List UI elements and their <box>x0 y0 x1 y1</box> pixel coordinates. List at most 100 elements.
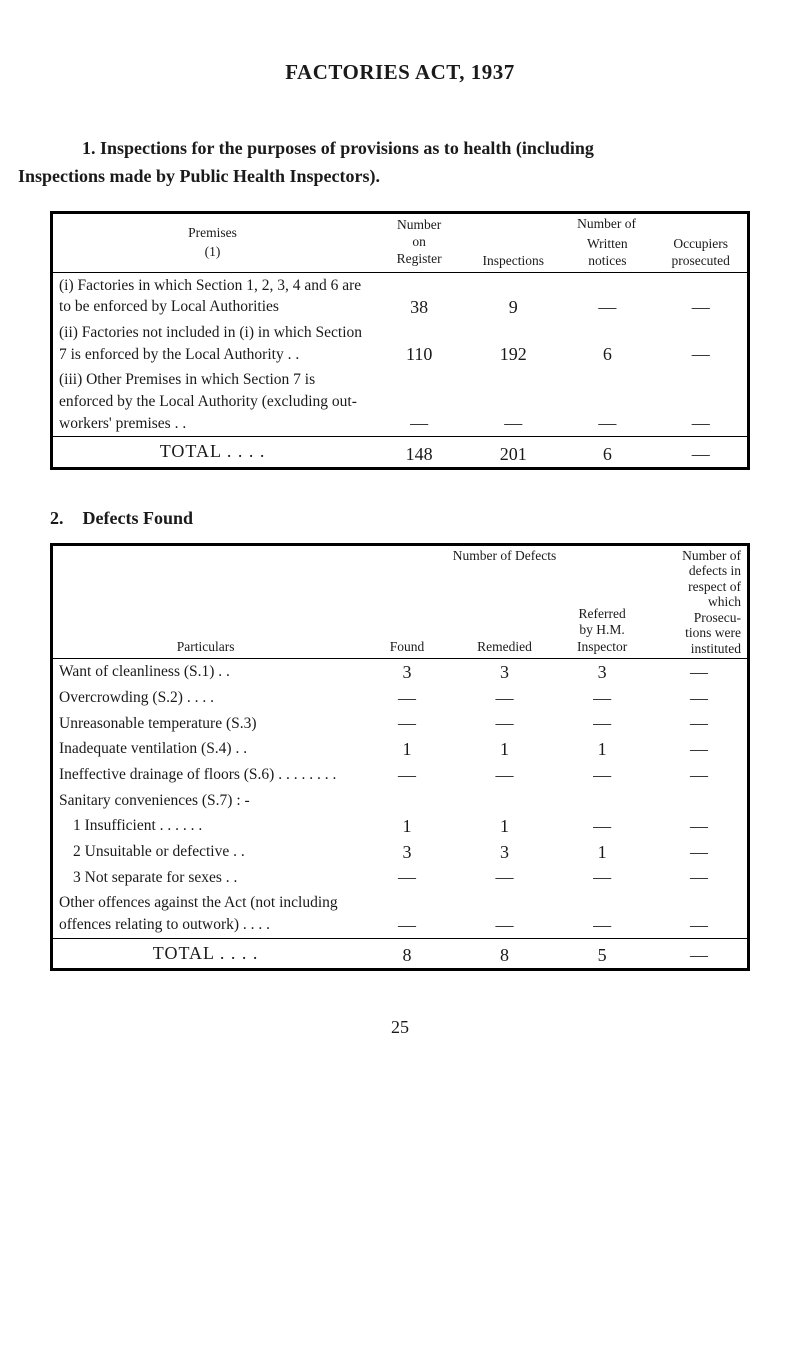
total-label: TOTAL . . . . <box>52 938 359 969</box>
cell-value: 1 <box>553 839 651 865</box>
col-register: Number on Register <box>372 212 466 272</box>
cell-value <box>553 788 651 814</box>
cell-value: — <box>553 813 651 839</box>
row-label: 1 Insufficient . . . . . . <box>52 813 359 839</box>
cell-value: — <box>553 865 651 891</box>
cell-value: 8 <box>456 938 554 969</box>
col4-e: Prosecu- <box>694 610 741 625</box>
col-occupiers-a: Occupiers <box>673 236 728 251</box>
table-row: Sanitary conveniences (S.7) : - <box>52 788 749 814</box>
cell-value: — <box>654 320 748 367</box>
table-row: 2 Unsuitable or defective . . 3 3 1 — <box>52 839 749 865</box>
col-found: Found <box>358 576 456 658</box>
cell-value: 1 <box>456 813 554 839</box>
table-header-row: Particulars Number of Defects Number of … <box>52 544 749 576</box>
cell-value: — <box>651 865 749 891</box>
col-premises-a: Premises <box>188 225 237 240</box>
cell-value: — <box>553 711 651 737</box>
cell-value: 3 <box>358 839 456 865</box>
table-row: 1 Insufficient . . . . . . 1 1 — — <box>52 813 749 839</box>
col-written-a: Written <box>587 236 628 251</box>
cell-value: — <box>560 272 654 320</box>
cell-value: — <box>358 890 456 938</box>
cell-value: — <box>358 762 456 788</box>
table-row: Inadequate ventilation (S.4) . . 1 1 1 — <box>52 736 749 762</box>
cell-value: 192 <box>466 320 560 367</box>
cell-value: 3 <box>456 659 554 685</box>
cell-value: 6 <box>560 320 654 367</box>
table-row: Ineffective drainage of floors (S.6) . .… <box>52 762 749 788</box>
cell-value: — <box>553 685 651 711</box>
row-label: 3 Not separate for sexes . . <box>52 865 359 891</box>
cell-value: — <box>456 762 554 788</box>
col-written: Written notices <box>560 234 654 272</box>
inspections-table: Premises (1) Number on Register Number o… <box>50 211 750 470</box>
col-particulars: Particulars <box>52 544 359 659</box>
row-label: Overcrowding (S.2) . . . . <box>52 685 359 711</box>
cell-value: — <box>651 711 749 737</box>
cell-value: — <box>651 685 749 711</box>
cell-value: — <box>553 890 651 938</box>
cell-value: 3 <box>358 659 456 685</box>
row-label: (iii) Other Premises in which Section 7 … <box>52 367 373 437</box>
cell-value: — <box>651 938 749 969</box>
table-row: (iii) Other Premises in which Section 7 … <box>52 367 749 437</box>
cell-value: 6 <box>560 437 654 468</box>
col4-g: instituted <box>691 641 741 656</box>
cell-value: — <box>372 367 466 437</box>
cell-value: — <box>651 813 749 839</box>
cell-value: 1 <box>358 736 456 762</box>
row-label: Want of cleanliness (S.1) . . <box>52 659 359 685</box>
table-row: Overcrowding (S.2) . . . . — — — — <box>52 685 749 711</box>
row-label: Inadequate ventilation (S.4) . . <box>52 736 359 762</box>
cell-value <box>651 788 749 814</box>
cell-value: — <box>651 736 749 762</box>
row-label: Other offences against the Act (not incl… <box>52 890 359 938</box>
col-written-b: notices <box>588 253 626 268</box>
col-referred: Referred by H.M. Inspector <box>553 576 651 658</box>
table-row: Unreasonable temperature (S.3) — — — — <box>52 711 749 737</box>
cell-value: 3 <box>456 839 554 865</box>
cell-value: — <box>553 762 651 788</box>
row-label: Sanitary conveniences (S.7) : - <box>52 788 359 814</box>
cell-value: — <box>358 711 456 737</box>
ref-a: Referred <box>579 606 626 621</box>
col-num-defects: Number of Defects <box>358 544 651 576</box>
cell-value: — <box>456 685 554 711</box>
col-premises: Premises (1) <box>52 212 373 272</box>
cell-value: 9 <box>466 272 560 320</box>
col4-f: tions were <box>685 625 741 640</box>
table-row: Want of cleanliness (S.1) . . 3 3 3 — <box>52 659 749 685</box>
col-register-c: Register <box>397 251 442 266</box>
cell-value: — <box>651 762 749 788</box>
col-occupiers: Occupiers prosecuted <box>654 234 748 272</box>
cell-value: 1 <box>553 736 651 762</box>
ref-c: Inspector <box>577 639 627 654</box>
cell-value: — <box>651 890 749 938</box>
cell-value <box>358 788 456 814</box>
col-occupiers-b: prosecuted <box>671 253 729 268</box>
cell-value: — <box>358 865 456 891</box>
cell-value: — <box>456 890 554 938</box>
cell-value: 110 <box>372 320 466 367</box>
table-row: (ii) Factories not included in (i) in wh… <box>52 320 749 367</box>
ref-b: by H.M. <box>579 622 624 637</box>
cell-value: — <box>651 659 749 685</box>
cell-value: — <box>456 711 554 737</box>
table-row: 3 Not separate for sexes . . — — — — <box>52 865 749 891</box>
row-label: Unreasonable temperature (S.3) <box>52 711 359 737</box>
table-row: (i) Factories in which Section 1, 2, 3, … <box>52 272 749 320</box>
section-1-number: 1. <box>82 138 96 158</box>
page-title: FACTORIES ACT, 1937 <box>50 60 750 85</box>
total-label: TOTAL . . . . <box>52 437 373 468</box>
col-register-a: Number <box>397 217 441 232</box>
row-label: 2 Unsuitable or defective . . <box>52 839 359 865</box>
cell-value: — <box>456 865 554 891</box>
col4-c: respect of <box>688 579 741 594</box>
document-page: FACTORIES ACT, 1937 1. Inspections for t… <box>0 0 800 1078</box>
cell-value: — <box>654 367 748 437</box>
col-remedied: Remedied <box>456 576 554 658</box>
cell-value: — <box>358 685 456 711</box>
cell-value: 5 <box>553 938 651 969</box>
cell-value: 201 <box>466 437 560 468</box>
